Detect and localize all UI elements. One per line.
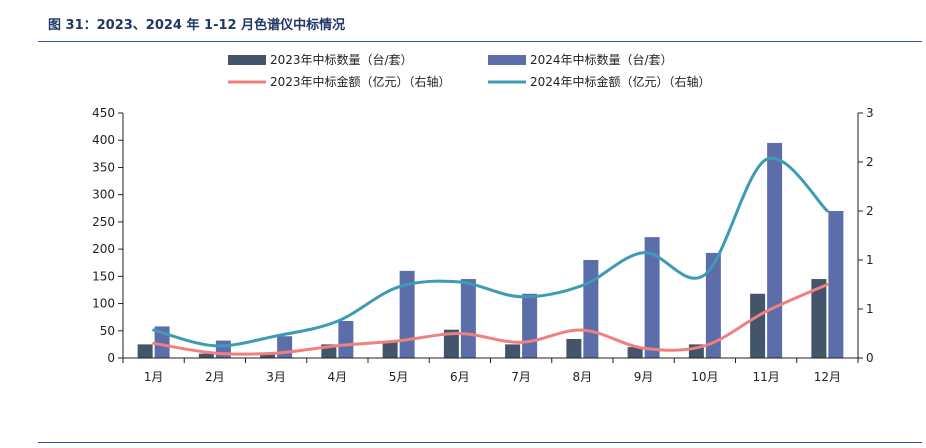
x-tick-label: 8月 <box>573 370 593 384</box>
y-left-tick-label: 50 <box>100 324 115 338</box>
bar <box>583 260 599 358</box>
bar <box>399 270 415 358</box>
x-tick-label: 6月 <box>450 370 470 384</box>
bar <box>260 352 276 358</box>
bar <box>828 211 844 358</box>
x-tick-label: 11月 <box>752 370 779 384</box>
bar <box>277 336 293 358</box>
x-tick-label: 3月 <box>266 370 286 384</box>
bar <box>198 353 214 358</box>
x-tick-label: 7月 <box>511 370 531 384</box>
y-left-tick-label: 200 <box>92 242 115 256</box>
chart-caption: 图 31：2023、2024 年 1-12 月色谱仪中标情况 <box>48 18 346 33</box>
bottom-divider <box>38 442 922 443</box>
bar <box>460 279 476 358</box>
x-tick-label: 5月 <box>389 370 409 384</box>
x-tick-label: 2月 <box>205 370 225 384</box>
top-divider <box>38 41 922 42</box>
x-tick-label: 10月 <box>691 370 718 384</box>
x-tick-label: 12月 <box>814 370 841 384</box>
y-left-tick-label: 100 <box>92 297 115 311</box>
y-left-tick-label: 0 <box>107 351 115 365</box>
y-right-tick-label: 3 <box>866 106 874 120</box>
legend-label: 2023年中标数量（台/套） <box>270 52 413 67</box>
y-left-tick-label: 300 <box>92 188 115 202</box>
bar <box>522 293 538 358</box>
bar <box>644 237 660 358</box>
y-right-tick-label: 2 <box>866 204 874 218</box>
y-left-tick-label: 350 <box>92 160 115 174</box>
legend: 2023年中标数量（台/套） 2024年中标数量（台/套） 2023年中标金额（亿元… <box>228 52 711 89</box>
y-left-tick-label: 150 <box>92 269 115 283</box>
lines <box>152 156 829 356</box>
bars <box>137 142 844 358</box>
bar <box>443 329 459 358</box>
y-right-tick-label: 0 <box>866 351 874 365</box>
legend-label: 2023年中标金额（亿元）（右轴） <box>270 74 451 89</box>
y-left-tick-label: 400 <box>92 133 115 147</box>
y-right-tick-label: 1 <box>866 302 874 316</box>
series-line <box>152 156 829 348</box>
bar <box>705 252 721 358</box>
bar <box>338 320 354 358</box>
bar <box>750 293 766 358</box>
y-left-tick-label: 250 <box>92 215 115 229</box>
y-right-tick-label: 2 <box>866 155 874 169</box>
legend-label: 2024年中标数量（台/套） <box>530 52 673 67</box>
x-tick-label: 4月 <box>328 370 348 384</box>
axes: 0 50 100 150 200 250 300 350 400 450 0 1 1 2 2 3 1月 2月 3月 4… <box>92 106 874 384</box>
series-line <box>152 283 829 356</box>
y-right-tick-label: 1 <box>866 253 874 267</box>
legend-swatch <box>488 55 526 65</box>
x-tick-label: 1月 <box>144 370 164 384</box>
bar <box>767 142 783 358</box>
bar <box>137 344 153 358</box>
bar <box>566 338 582 358</box>
y-left-tick-label: 450 <box>92 106 115 120</box>
legend-swatch <box>228 55 266 65</box>
legend-label: 2024年中标金额（亿元）（右轴） <box>530 74 711 89</box>
bar <box>627 347 643 358</box>
bar <box>505 344 521 358</box>
bar <box>811 279 827 358</box>
x-tick-label: 9月 <box>634 370 654 384</box>
bar <box>382 341 398 358</box>
